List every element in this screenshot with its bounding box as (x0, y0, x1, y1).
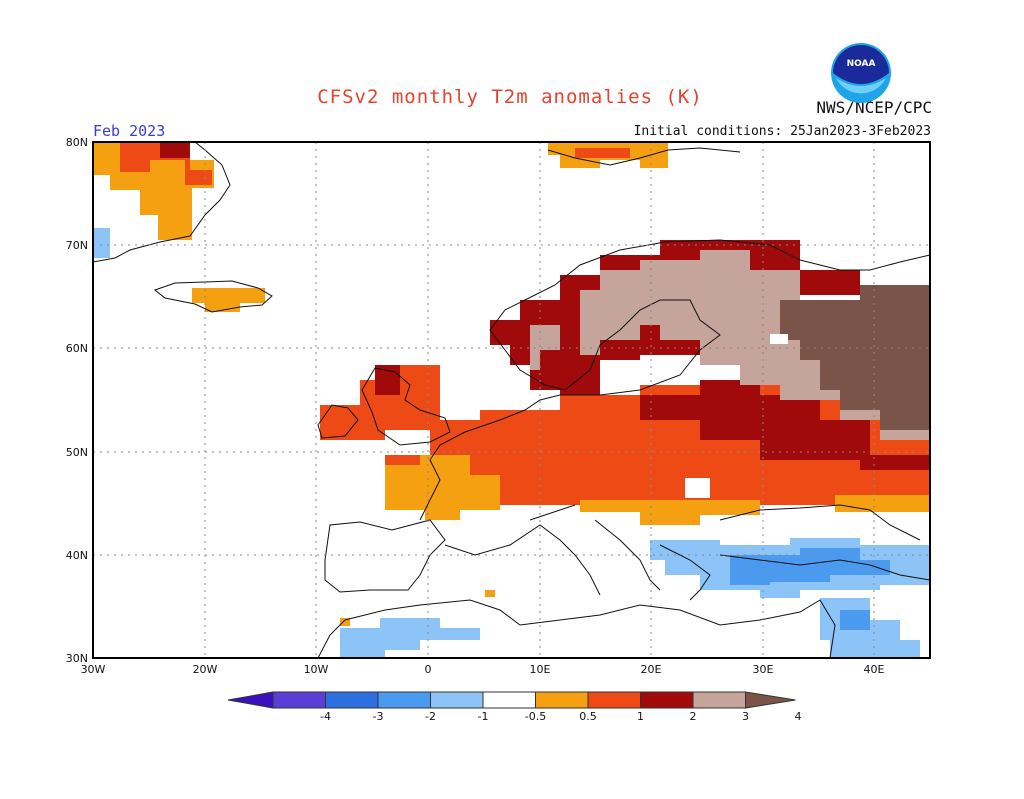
map-frame (92, 141, 931, 659)
colorbar: -4 -3 -2 -1 -0.5 0.5 1 2 3 4 (227, 691, 802, 723)
lon-tick: 30W (81, 663, 106, 676)
anomaly-greenland-max (160, 142, 190, 158)
initial-conditions: Initial conditions: 25Jan2023-3Feb2023 (633, 124, 931, 139)
lat-tick: 50N (66, 446, 88, 459)
forecast-month: Feb 2023 (93, 122, 166, 140)
noaa-logo: NOAA (831, 43, 891, 103)
lon-tick: 40E (864, 663, 885, 676)
colorbar-swatch (377, 691, 431, 709)
colorbar-label: -3 (373, 710, 384, 723)
anomaly-greenland-cold (93, 228, 110, 258)
anomaly-africa-cold (340, 618, 480, 658)
anomaly-white-pocket-2 (770, 334, 788, 344)
anomaly-orange-dot (485, 590, 495, 597)
lon-tick: 10W (304, 663, 329, 676)
colorbar-swatch (640, 691, 694, 709)
agency-label: NWS/NCEP/CPC (816, 98, 932, 117)
lon-tick: 20W (193, 663, 218, 676)
colorbar-swatch (692, 691, 746, 709)
anomaly-ukraine-dark (640, 380, 930, 470)
lat-ticks: 80N 70N 60N 50N 40N 30N (66, 136, 88, 665)
lat-tick: 60N (66, 342, 88, 355)
coastlines (93, 142, 930, 658)
logo-text: NOAA (847, 59, 876, 69)
colorbar-swatch (587, 691, 641, 709)
anomaly-sweden-pink (530, 325, 560, 370)
anomaly-east-orange (835, 495, 930, 512)
lat-tick: 30N (66, 652, 88, 665)
colorbar-arrow-low (227, 691, 274, 709)
lon-tick: 20E (641, 663, 662, 676)
map-title: CFSv2 monthly T2m anomalies (K) (317, 86, 703, 108)
lat-tick: 70N (66, 239, 88, 252)
lon-tick: 30E (753, 663, 774, 676)
anomaly-levant-colder (840, 610, 870, 630)
lat-tick: 80N (66, 136, 88, 149)
colorbar-label: 2 (690, 710, 697, 723)
anomaly-turkey-colder (730, 548, 890, 585)
colorbar-swatch (535, 691, 589, 709)
anomaly-russia-brown (780, 285, 930, 430)
lat-tick: 40N (66, 549, 88, 562)
colorbar-swatch (325, 691, 379, 709)
colorbar-swatch (430, 691, 484, 709)
colorbar-label: 0.5 (579, 710, 597, 723)
anomaly-shading (93, 142, 930, 658)
grid-lines (93, 142, 930, 658)
anomaly-west-orange (385, 455, 500, 520)
colorbar-label: 1 (637, 710, 644, 723)
colorbar-label: 3 (742, 710, 749, 723)
anomaly-iceland (192, 288, 265, 312)
anomaly-balkans-orange (580, 500, 760, 525)
colorbar-label: -0.5 (525, 710, 546, 723)
anomaly-white-pocket (685, 478, 710, 498)
lon-ticks: 30W 20W 10W 0 10E 20E 30E 40E (81, 663, 885, 676)
colorbar-swatch (482, 691, 536, 709)
lon-tick: 0 (425, 663, 432, 676)
lon-tick: 10E (530, 663, 551, 676)
anomaly-uk-dark (375, 365, 400, 395)
colorbar-swatch (272, 691, 326, 709)
anomaly-svalbard-strong (575, 148, 630, 158)
colorbar-label: -1 (478, 710, 489, 723)
colorbar-label: -4 (320, 710, 331, 723)
colorbar-label: 4 (795, 710, 802, 723)
colorbar-arrow-high (745, 691, 796, 709)
colorbar-label: -2 (425, 710, 436, 723)
anomaly-orange-dot-2 (340, 618, 350, 626)
